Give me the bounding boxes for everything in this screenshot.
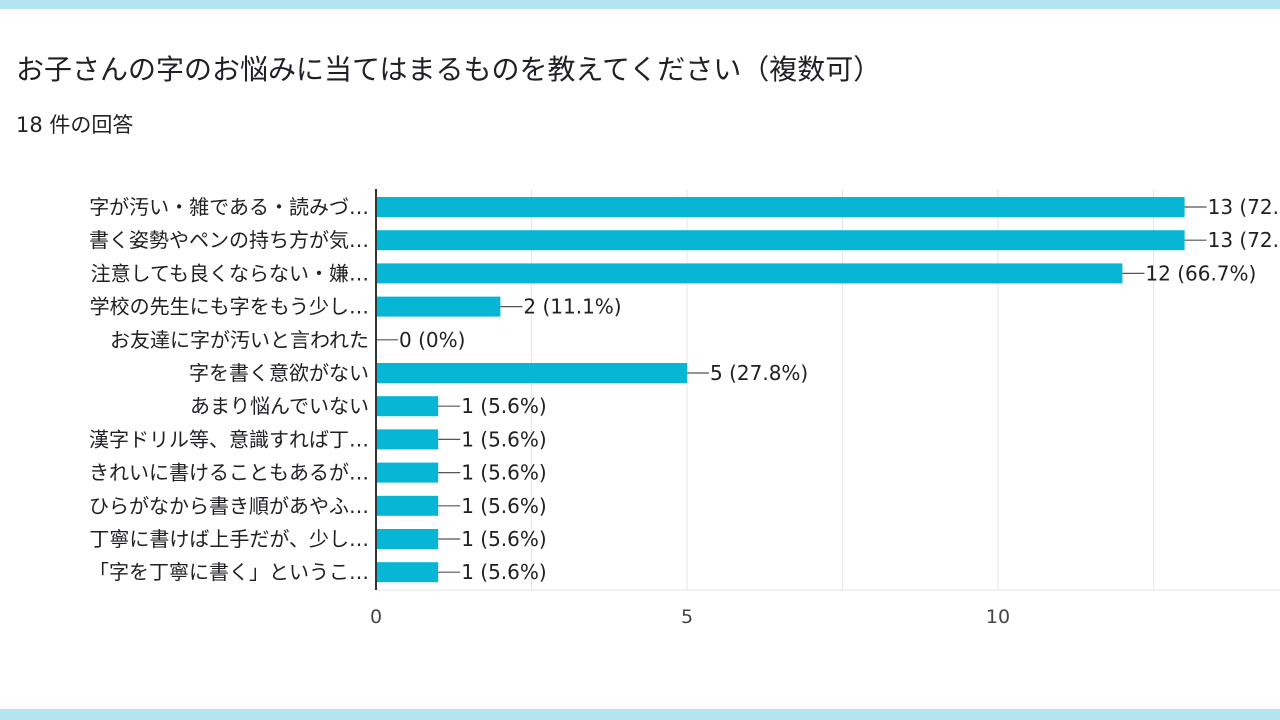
top-accent-band [0, 0, 1280, 9]
bottom-accent-band [0, 709, 1280, 720]
data-label: 1 (5.6%) [461, 527, 547, 551]
category-label: あまり悩んでいない [190, 394, 369, 418]
bar [376, 396, 439, 417]
bar [376, 363, 687, 383]
question-title: お子さんの字のお悩みに当てはまるものを教えてください（複数可） [16, 53, 882, 86]
x-tick-label: 10 [986, 606, 1010, 628]
data-label: 1 (5.6%) [461, 560, 547, 584]
data-label: 13 (72. [1208, 228, 1279, 252]
category-label: ひらがなから書き順があやふ… [89, 494, 369, 518]
x-tick-label: 5 [681, 606, 693, 628]
category-label: 字を書く意欲がない [189, 361, 369, 385]
bar [376, 263, 1123, 284]
category-label: 書く姿勢やペンの持ち方が気… [89, 228, 369, 252]
category-label: 注意しても良くならない・嫌… [91, 261, 369, 285]
response-count: 18 件の回答 [16, 113, 134, 137]
data-label: 1 (5.6%) [461, 494, 547, 518]
data-label: 5 (27.8%) [710, 361, 808, 385]
category-label: 学校の先生にも字をもう少し… [90, 295, 369, 319]
x-tick-label: 0 [370, 606, 382, 628]
bar [376, 462, 439, 483]
data-label: 2 (11.1%) [523, 295, 621, 319]
category-label: 漢字ドリル等、意識すれば丁… [89, 427, 369, 451]
data-label: 0 (0%) [399, 328, 465, 352]
category-label: お友達に字が汚いと言われた [110, 328, 369, 352]
data-label: 1 (5.6%) [461, 394, 547, 418]
data-label: 1 (5.6%) [461, 461, 547, 485]
category-label: 丁寧に書けば上手だが、少し… [89, 527, 369, 551]
bar [376, 495, 439, 516]
bar [376, 429, 439, 450]
data-label: 1 (5.6%) [461, 427, 547, 451]
bar [376, 529, 439, 549]
bar [376, 197, 1185, 217]
data-label: 12 (66.7%) [1145, 261, 1256, 285]
bar [376, 230, 1185, 251]
category-label: 「字を丁寧に書く」というこ… [89, 560, 369, 584]
bar [376, 296, 501, 317]
bar [376, 562, 439, 583]
data-label: 13 (72. [1208, 195, 1279, 219]
category-label: きれいに書けることもあるが… [89, 461, 369, 485]
category-label: 字が汚い・雑である・読みづ… [89, 195, 369, 219]
